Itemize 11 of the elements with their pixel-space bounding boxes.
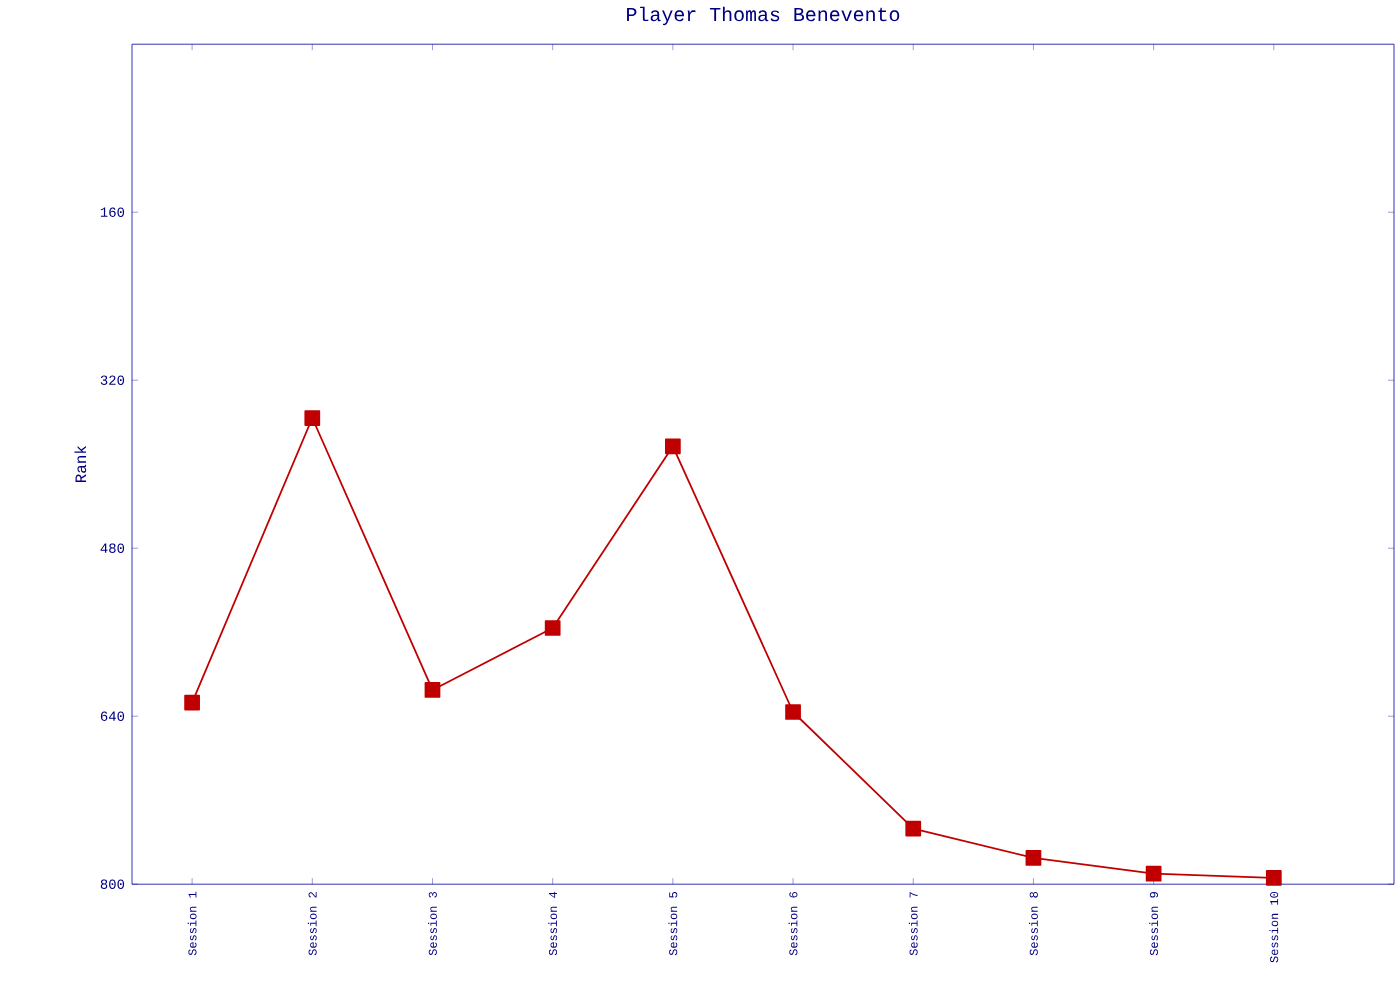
point [304, 410, 321, 426]
point [785, 704, 801, 720]
point [1025, 849, 1042, 866]
chart-title: Player Thomas Benevento [627, 6, 900, 26]
point [184, 694, 200, 711]
point [1145, 865, 1162, 882]
point [424, 681, 441, 698]
point [1265, 869, 1282, 886]
point [544, 620, 561, 636]
point [664, 438, 681, 455]
point [905, 820, 922, 837]
